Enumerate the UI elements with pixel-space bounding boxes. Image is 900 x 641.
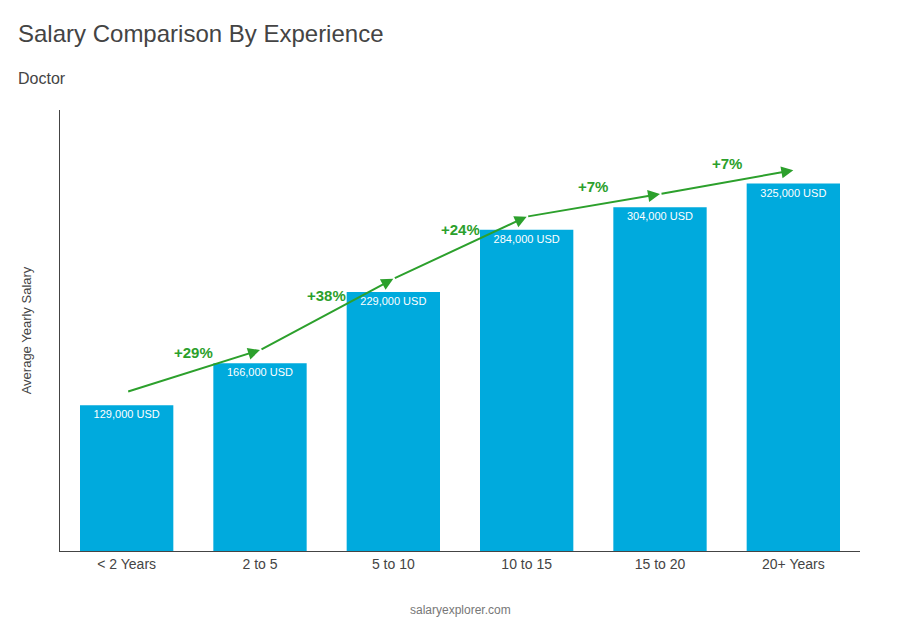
svg-text:229,000 USD: 229,000 USD — [360, 295, 426, 307]
svg-text:2 to 5: 2 to 5 — [242, 556, 277, 572]
svg-text:166,000 USD: 166,000 USD — [227, 366, 293, 378]
svg-text:284,000 USD: 284,000 USD — [494, 233, 560, 245]
svg-text:5 to 10: 5 to 10 — [372, 556, 415, 572]
svg-text:Salary Comparison By Experienc: Salary Comparison By Experience — [18, 20, 384, 47]
svg-text:+29%: +29% — [174, 344, 213, 361]
svg-text:+7%: +7% — [712, 155, 742, 172]
svg-text:325,000 USD: 325,000 USD — [760, 187, 826, 199]
svg-text:15 to 20: 15 to 20 — [635, 556, 686, 572]
svg-text:10 to 15: 10 to 15 — [501, 556, 552, 572]
svg-text:< 2 Years: < 2 Years — [97, 556, 156, 572]
svg-text:+38%: +38% — [307, 287, 346, 304]
svg-text:20+ Years: 20+ Years — [762, 556, 825, 572]
svg-text:129,000 USD: 129,000 USD — [94, 408, 160, 420]
svg-text:+24%: +24% — [441, 221, 480, 238]
svg-text:304,000 USD: 304,000 USD — [627, 210, 693, 222]
svg-text:Doctor: Doctor — [18, 70, 66, 87]
svg-text:+7%: +7% — [578, 178, 608, 195]
svg-text:Average Yearly Salary: Average Yearly Salary — [19, 266, 34, 394]
svg-text:salaryexplorer.com: salaryexplorer.com — [410, 603, 511, 617]
